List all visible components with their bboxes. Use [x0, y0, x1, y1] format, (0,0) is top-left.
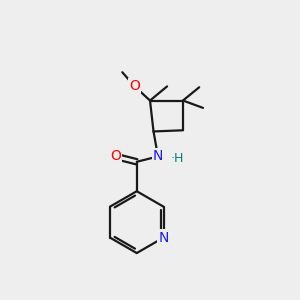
- Text: O: O: [110, 149, 121, 164]
- Text: ·H: ·H: [170, 152, 184, 165]
- Text: O: O: [129, 80, 140, 93]
- Text: N: N: [158, 231, 169, 244]
- Text: N: N: [153, 149, 163, 164]
